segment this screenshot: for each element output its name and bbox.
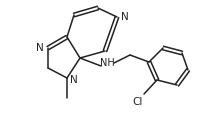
Text: N: N: [36, 43, 44, 53]
Text: NH: NH: [100, 58, 114, 68]
Text: Cl: Cl: [133, 97, 143, 107]
Text: N: N: [121, 12, 129, 22]
Text: N: N: [70, 75, 78, 85]
